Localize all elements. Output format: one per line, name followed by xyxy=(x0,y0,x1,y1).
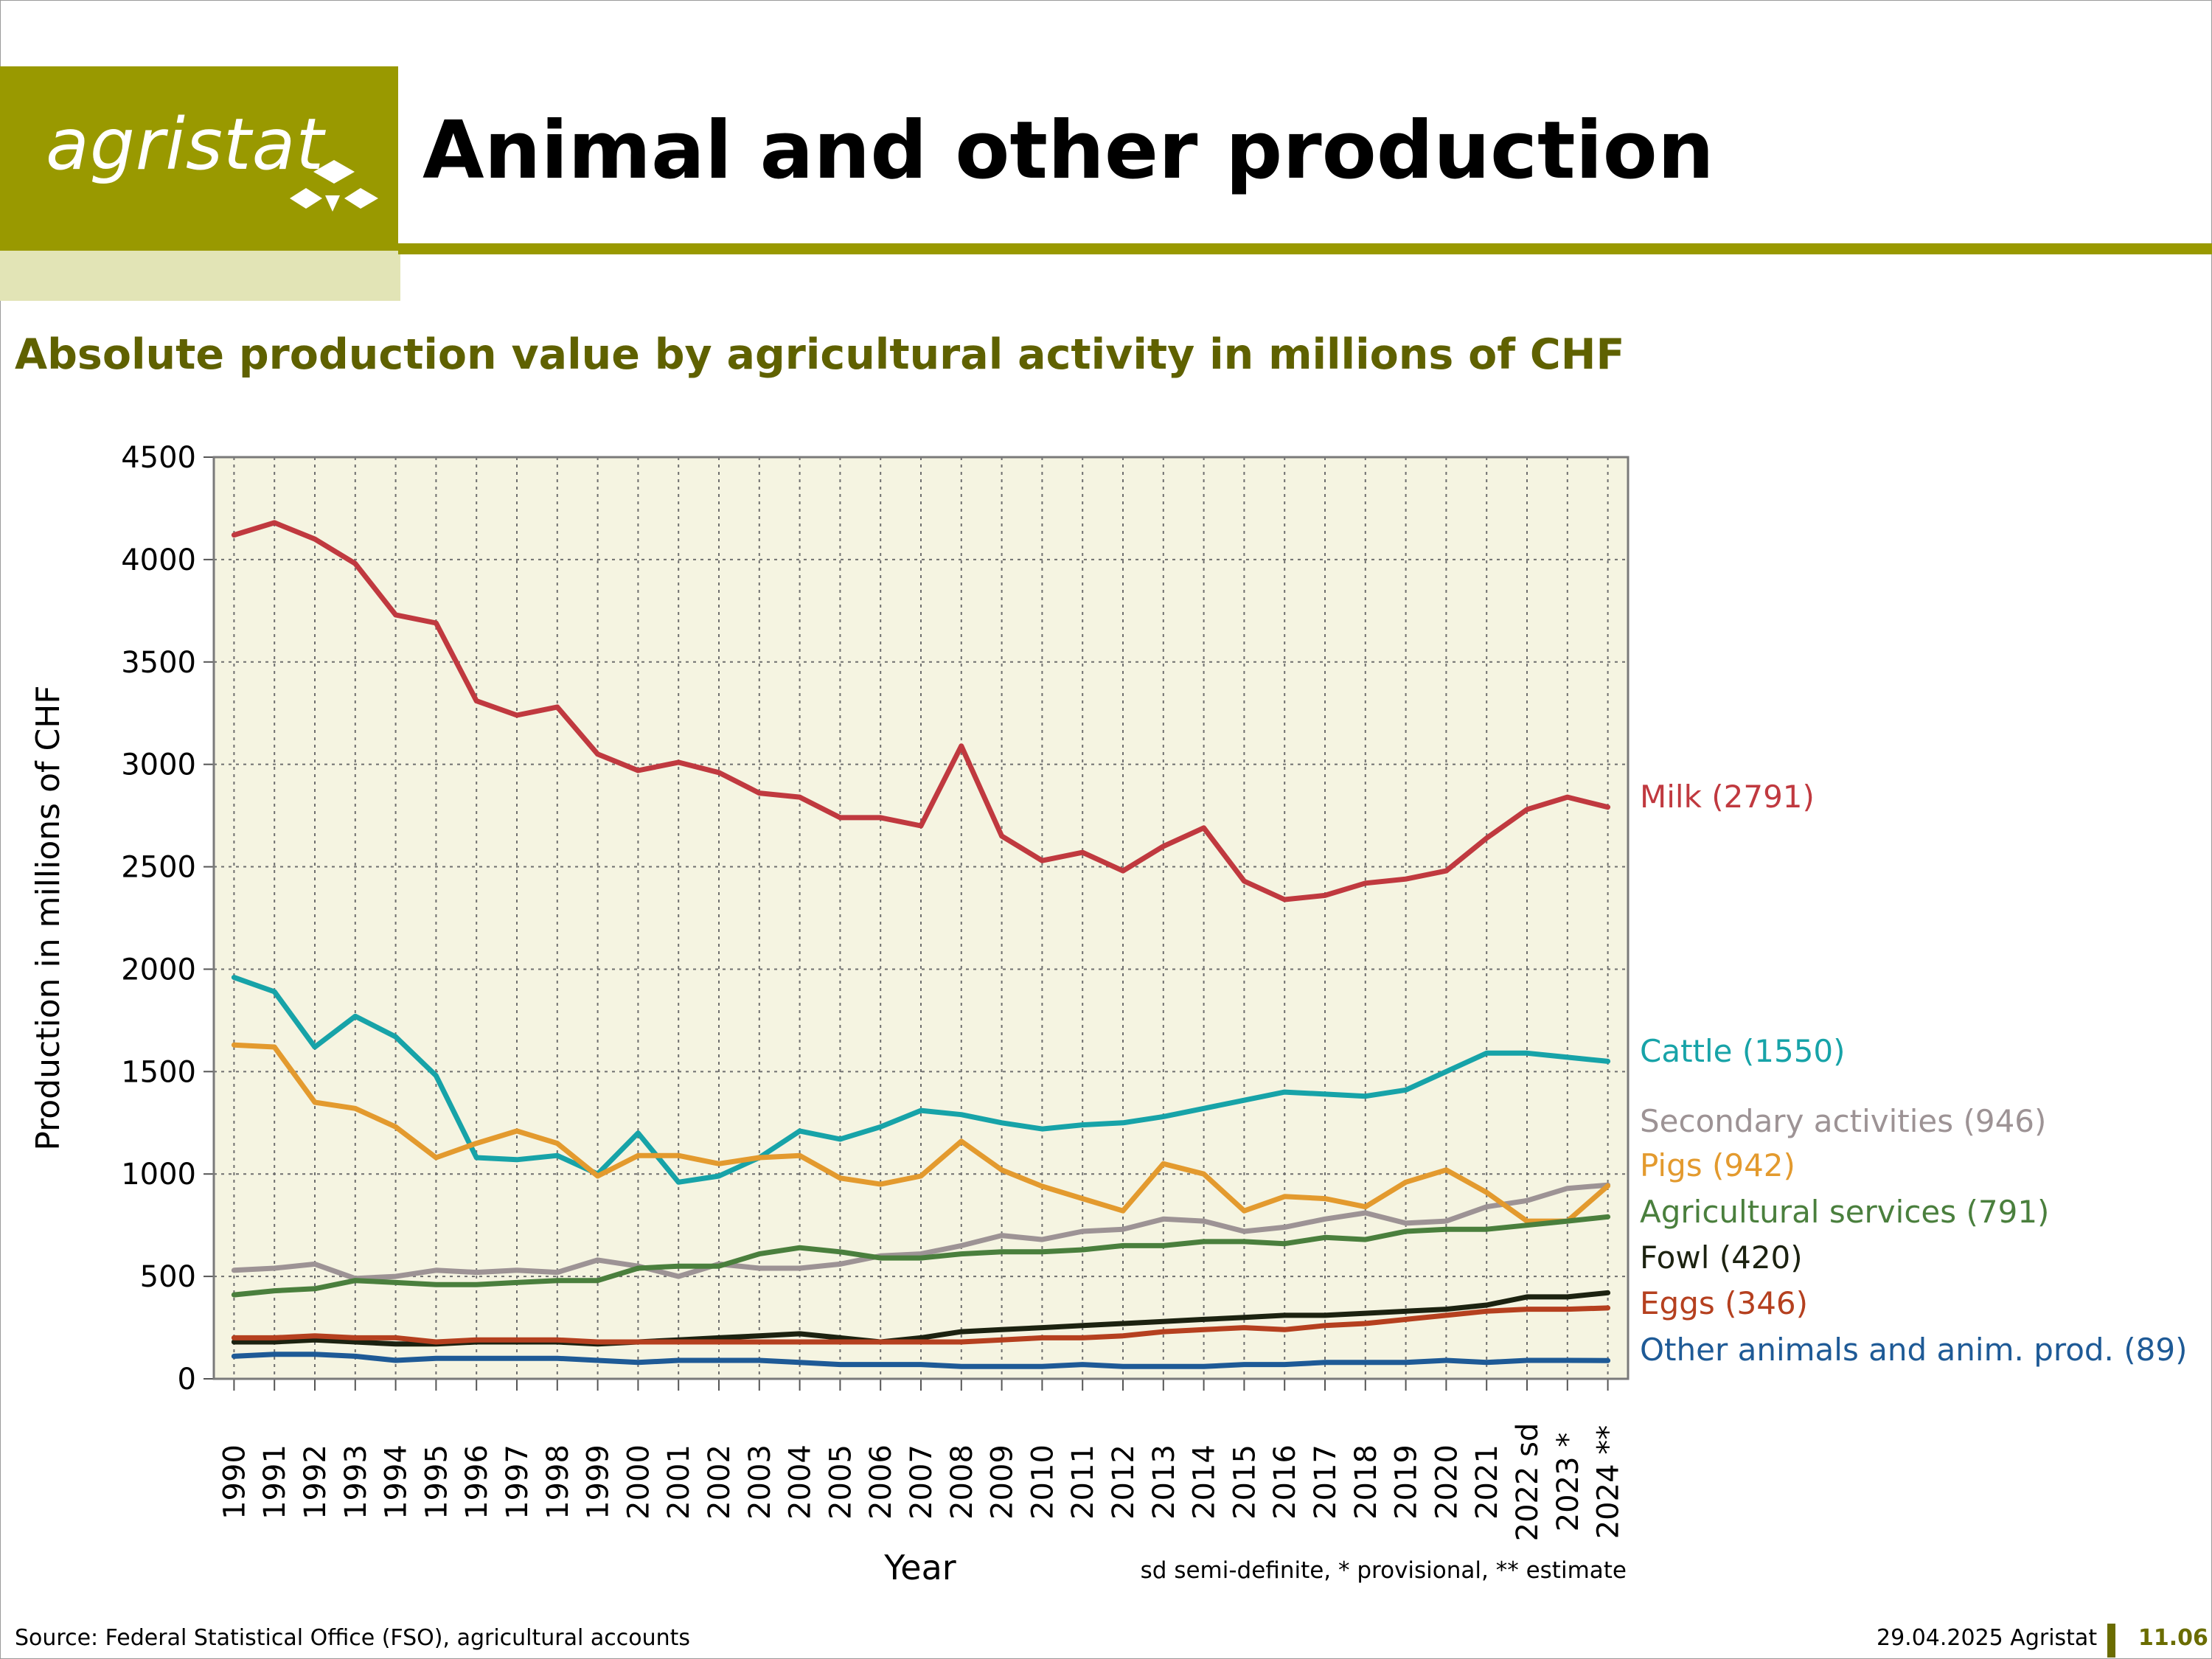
x-tick-label: 1994 xyxy=(380,1444,414,1520)
logo-underbar xyxy=(0,251,400,301)
x-tick-label: 2017 xyxy=(1309,1444,1343,1520)
x-tick-label: 1993 xyxy=(339,1444,373,1520)
footer-divider xyxy=(2107,1624,2115,1658)
x-tick-label: 1998 xyxy=(541,1444,575,1520)
x-tick-label: 2009 xyxy=(986,1444,1020,1520)
x-tick-label: 2010 xyxy=(1026,1444,1060,1520)
y-tick-label: 500 xyxy=(140,1260,196,1294)
y-tick-label: 3500 xyxy=(121,646,196,680)
x-tick-label: 2003 xyxy=(743,1444,777,1520)
plot-frame xyxy=(212,456,1630,1380)
x-tick-label: 2011 xyxy=(1066,1444,1100,1520)
x-tick-label: 2016 xyxy=(1268,1444,1302,1520)
y-tick-label: 2500 xyxy=(121,851,196,885)
series-lines xyxy=(231,520,1611,1369)
y-tick-label: 3000 xyxy=(121,748,196,782)
series-label: Secondary activities (946) xyxy=(1640,1103,2046,1139)
status-note: sd semi-definite, * provisional, ** esti… xyxy=(1141,1557,1627,1584)
x-axis-label: Year xyxy=(883,1548,956,1587)
series-label: Eggs (346) xyxy=(1640,1285,1808,1321)
logo-text: agristat xyxy=(46,103,325,186)
x-tick-label: 2004 xyxy=(784,1444,818,1520)
axes: 0 500 1000 1500 2000 2500 3000 3500 4000 4500 1990… xyxy=(121,441,1630,1542)
x-tick-label: 2013 xyxy=(1147,1444,1181,1520)
y-tick-label: 4500 xyxy=(121,441,196,475)
x-tick-label: 1997 xyxy=(501,1444,535,1520)
page-title: Animal and other production xyxy=(422,105,1714,197)
series-labels: Milk (2791) Cattle (1550) Secondary activi… xyxy=(1640,779,2187,1368)
x-tick-label: 2014 xyxy=(1188,1444,1222,1520)
source-note: Source: Federal Statistical Office (FSO)… xyxy=(15,1625,691,1651)
y-axis-label: Production in millions of CHF xyxy=(29,685,67,1150)
footer-date: 29.04.2025 Agristat xyxy=(1877,1625,2098,1651)
x-tick-label: 2024 ** xyxy=(1592,1425,1626,1540)
x-tick-label: 1992 xyxy=(299,1444,333,1520)
x-tick-label: 2002 xyxy=(703,1444,737,1520)
x-tick-label: 2007 xyxy=(905,1444,939,1520)
x-tick-label: 2020 xyxy=(1430,1444,1464,1520)
x-tick-label: 1995 xyxy=(420,1444,453,1520)
y-tick-label: 0 xyxy=(178,1363,196,1397)
logo-block xyxy=(0,66,398,251)
x-tick-label: 2021 xyxy=(1470,1444,1504,1520)
header-rule xyxy=(398,243,2212,254)
x-tick-label: 2001 xyxy=(662,1444,696,1520)
chart-subtitle: Absolute production value by agricultura… xyxy=(15,330,1625,379)
series-line-milk xyxy=(231,520,1611,902)
series-label: Milk (2791) xyxy=(1640,779,1815,815)
y-tick-label: 2000 xyxy=(121,953,196,987)
y-tick-label: 1500 xyxy=(121,1055,196,1089)
line-chart: 0 500 1000 1500 2000 2500 3000 3500 4000 4500 1990… xyxy=(29,441,2187,1587)
series-label: Agricultural services (791) xyxy=(1640,1194,2049,1230)
x-tick-label: 2000 xyxy=(622,1444,655,1520)
x-tick-label: 1999 xyxy=(582,1444,616,1520)
series-line-other-animals-and-anim-prod xyxy=(231,1352,1611,1369)
x-tick-label: 2019 xyxy=(1390,1444,1424,1520)
x-tick-label: 2022 sd xyxy=(1511,1423,1545,1542)
series-label: Pigs (942) xyxy=(1640,1147,1795,1183)
series-line-secondary-activities xyxy=(231,1182,1611,1281)
series-label: Fowl (420) xyxy=(1640,1239,1803,1276)
x-tick-label: 2023 * xyxy=(1551,1433,1585,1532)
x-tick-label: 2005 xyxy=(824,1444,858,1520)
x-tick-label: 2018 xyxy=(1349,1444,1383,1520)
page-number: 11.06 xyxy=(2138,1625,2208,1651)
x-tick-label: 1990 xyxy=(218,1444,251,1520)
series-label: Cattle (1550) xyxy=(1640,1033,1846,1069)
x-tick-label: 2008 xyxy=(945,1444,979,1520)
x-tick-label: 2012 xyxy=(1107,1444,1141,1520)
series-label: Other animals and anim. prod. (89) xyxy=(1640,1332,2187,1368)
x-tick-label: 1991 xyxy=(258,1444,292,1520)
series-line-eggs xyxy=(231,1305,1611,1345)
y-tick-label: 1000 xyxy=(121,1158,196,1192)
x-tick-label: 2006 xyxy=(864,1444,898,1520)
series-line-agricultural-services xyxy=(231,1214,1611,1298)
y-tick-label: 4000 xyxy=(121,543,196,577)
x-tick-label: 2015 xyxy=(1228,1444,1262,1520)
x-tick-label: 1996 xyxy=(460,1444,494,1520)
series-line-cattle xyxy=(231,975,1611,1185)
series-line-pigs xyxy=(231,1042,1611,1224)
logo-diamond-icon xyxy=(290,160,378,212)
